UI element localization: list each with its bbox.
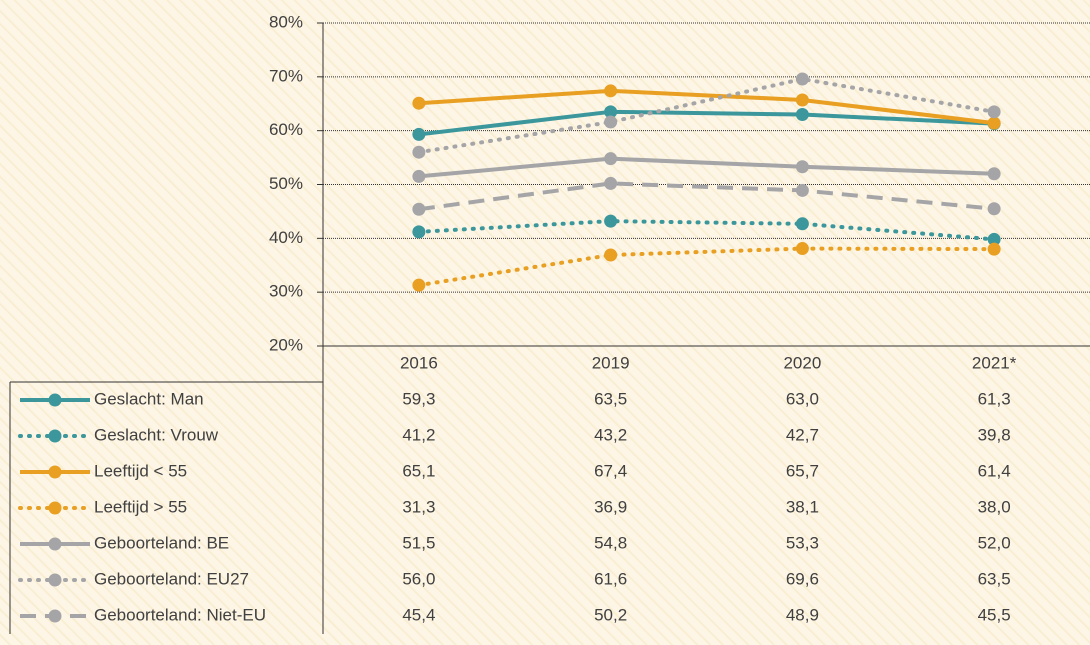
point	[412, 127, 426, 141]
table-value: 38,1	[786, 497, 819, 516]
legend-marker	[48, 501, 62, 515]
legend-label: Geslacht: Vrouw	[94, 425, 219, 444]
legend-marker	[48, 465, 62, 479]
point	[604, 84, 618, 98]
table-value: 52,0	[978, 533, 1011, 552]
point	[987, 105, 1001, 119]
point	[795, 217, 809, 231]
table-value: 51,5	[402, 533, 435, 552]
legend-label: Geboorteland: EU27	[94, 569, 249, 588]
point	[604, 105, 618, 119]
x-tick-label: 2021*	[972, 353, 1017, 372]
y-tick-label: 80%	[269, 12, 303, 31]
point	[604, 248, 618, 262]
point	[412, 96, 426, 110]
point	[412, 225, 426, 239]
series-line	[418, 109, 995, 137]
table-value: 43,2	[594, 425, 627, 444]
legend-marker	[48, 537, 62, 551]
legend-label: Leeftijd < 55	[94, 461, 187, 480]
table-value: 63,5	[978, 569, 1011, 588]
table-value: 65,1	[402, 461, 435, 480]
table-value: 56,0	[402, 569, 435, 588]
table-value: 48,9	[786, 605, 819, 624]
table-value: 39,8	[978, 425, 1011, 444]
point	[795, 242, 809, 256]
x-tick-label: 2020	[783, 353, 821, 372]
table-value: 54,8	[594, 533, 627, 552]
legend-label: Geboorteland: BE	[94, 533, 229, 552]
point	[987, 167, 1001, 181]
table-value: 50,2	[594, 605, 627, 624]
legend-label: Geboorteland: Niet-EU	[94, 605, 266, 624]
point	[795, 108, 809, 122]
legend-marker	[48, 429, 62, 443]
table-value: 38,0	[978, 497, 1011, 516]
point	[987, 232, 1001, 246]
point	[604, 176, 618, 190]
legend-marker	[48, 609, 62, 623]
table-value: 69,6	[786, 569, 819, 588]
point	[412, 169, 426, 183]
series-line	[418, 181, 995, 212]
table-value: 59,3	[402, 389, 435, 408]
table-value: 45,5	[978, 605, 1011, 624]
point	[795, 93, 809, 107]
point	[795, 72, 809, 86]
y-tick-label: 70%	[269, 66, 303, 85]
table-value: 67,4	[594, 461, 627, 480]
point	[604, 152, 618, 166]
legend-label: Geslacht: Man	[94, 389, 204, 408]
point	[412, 278, 426, 292]
table-value: 63,0	[786, 389, 819, 408]
table-value: 61,4	[978, 461, 1011, 480]
table-value: 31,3	[402, 497, 435, 516]
y-tick-label: 20%	[269, 335, 303, 354]
x-tick-label: 2016	[400, 353, 438, 372]
table-value: 63,5	[594, 389, 627, 408]
series-line	[416, 246, 997, 288]
point	[987, 116, 1001, 130]
point	[795, 160, 809, 174]
point	[795, 183, 809, 197]
legend-marker	[48, 573, 62, 587]
table-value: 61,3	[978, 389, 1011, 408]
point	[987, 202, 1001, 216]
table-value: 65,7	[786, 461, 819, 480]
y-tick-label: 60%	[269, 120, 303, 139]
point	[987, 242, 1001, 256]
table-value: 61,6	[594, 569, 627, 588]
point	[604, 115, 618, 129]
table-value: 45,4	[402, 605, 435, 624]
y-tick-label: 30%	[269, 282, 303, 301]
table-value: 42,7	[786, 425, 819, 444]
y-tick-label: 40%	[269, 228, 303, 247]
point	[412, 202, 426, 216]
table-value: 36,9	[594, 497, 627, 516]
series-line	[416, 219, 997, 242]
legend-marker	[48, 393, 62, 407]
point	[412, 145, 426, 159]
table-value: 53,3	[786, 533, 819, 552]
x-tick-label: 2019	[592, 353, 630, 372]
legend-label: Leeftijd > 55	[94, 497, 187, 516]
series-line	[418, 156, 995, 179]
point	[604, 214, 618, 228]
series-line	[416, 76, 997, 155]
table-value: 41,2	[402, 425, 435, 444]
y-tick-label: 50%	[269, 174, 303, 193]
series-line	[418, 88, 995, 126]
